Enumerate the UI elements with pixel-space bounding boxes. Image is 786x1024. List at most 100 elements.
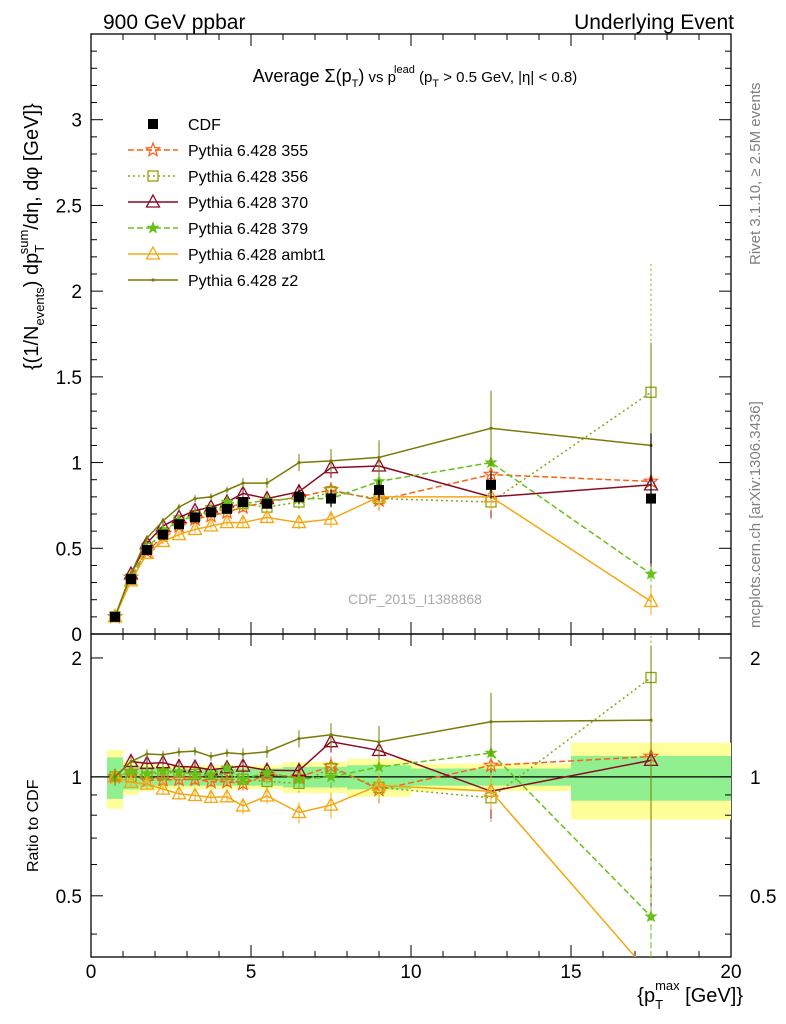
- data-marker: [489, 426, 493, 430]
- ratio-series-layer: [106, 634, 660, 957]
- main-panel-frame: [90, 33, 732, 635]
- data-marker: [187, 521, 203, 536]
- data-marker: [151, 278, 155, 282]
- ratio-tick-label: 0.5: [56, 887, 82, 908]
- x-tick-label: 10: [400, 962, 421, 983]
- data-marker: [371, 488, 387, 503]
- data-marker: [483, 488, 499, 503]
- collision-label: 900 GeV ppbar: [103, 11, 245, 34]
- data-marker: [259, 787, 275, 802]
- y-tick-label: 0.5: [56, 539, 82, 560]
- legend-label: CDF: [188, 117, 221, 134]
- data-marker: [644, 567, 658, 580]
- data-marker: [374, 485, 384, 495]
- data-marker: [203, 789, 219, 804]
- ratio-tick-label: 2: [750, 649, 761, 670]
- data-marker: [235, 757, 251, 772]
- data-marker: [643, 593, 659, 608]
- data-marker: [377, 740, 381, 744]
- data-marker: [297, 460, 301, 465]
- data-marker: [265, 750, 269, 754]
- series-0: [106, 395, 660, 624]
- data-marker: [188, 767, 202, 780]
- data-marker: [241, 752, 245, 756]
- data-marker: [193, 749, 197, 753]
- ratio-axis-label: Ratio to CDF: [25, 779, 42, 872]
- data-marker: [649, 718, 653, 722]
- series-2: [107, 399, 659, 623]
- legend-label: Pythia 6.428 ambt1: [188, 247, 326, 264]
- y-axis-label: {(1/Nevents) dpTsum/dη, dφ [GeV]}: [16, 103, 47, 370]
- data-marker: [156, 764, 170, 777]
- x-axis-label: {pTmax [GeV]}: [637, 978, 743, 1012]
- legend-label: Pythia 6.428 356: [188, 169, 308, 186]
- ratio-line: [115, 676, 652, 799]
- data-marker: [139, 775, 155, 790]
- event-label: Underlying Event: [574, 11, 734, 34]
- data-marker: [220, 760, 234, 774]
- data-marker: [177, 505, 181, 509]
- data-marker: [142, 545, 152, 555]
- ratio-tick-label: 1: [71, 768, 82, 789]
- ratio-line: [114, 752, 652, 918]
- data-marker: [161, 753, 165, 757]
- axes-ticks: 0 5 10 15 20 0 0.5 1 1.5 2 2.5 3 0.5 0.5 1 1 2 2: [56, 33, 776, 983]
- x-tick-label: 20: [720, 962, 741, 983]
- data-marker: [145, 193, 161, 208]
- data-marker: [113, 775, 117, 779]
- data-marker: [235, 797, 251, 812]
- chart-title: Average Σ(pT) vs plead (pT > 0.5 GeV, |η…: [253, 64, 578, 90]
- x-tick-label: 15: [560, 962, 581, 983]
- data-marker: [144, 141, 162, 158]
- data-marker: [177, 750, 181, 754]
- data-marker: [225, 751, 229, 755]
- data-marker: [209, 495, 213, 499]
- ratio-series-5: [113, 645, 653, 856]
- data-marker: [329, 459, 333, 463]
- main-series-layer: [106, 263, 660, 624]
- data-marker: [371, 776, 387, 791]
- data-marker: [123, 773, 139, 788]
- series-5: [113, 342, 653, 619]
- legend: CDF Pythia 6.428 355 Pythia 6.428 356 Pythi…: [128, 117, 326, 290]
- legend-label: Pythia 6.428 370: [188, 195, 308, 212]
- ratio-series-group: [107, 768, 637, 957]
- cdf-data: [110, 433, 656, 622]
- data-marker: [145, 536, 149, 540]
- mcplots-label: mcplots.cern.ch [arXiv:1306.3436]: [747, 401, 764, 628]
- data-marker: [372, 760, 386, 773]
- data-marker: [294, 491, 304, 502]
- data-marker: [155, 533, 171, 548]
- x-tick-label: 5: [246, 962, 257, 983]
- data-marker: [126, 574, 136, 585]
- legend-label: Pythia 6.428 355: [188, 143, 308, 160]
- data-marker: [204, 767, 218, 781]
- data-marker: [145, 245, 161, 260]
- data-marker: [158, 529, 168, 540]
- data-marker: [486, 479, 496, 490]
- data-marker: [161, 519, 165, 523]
- data-marker: [297, 737, 301, 741]
- data-marker: [241, 481, 245, 485]
- data-marker: [145, 752, 149, 756]
- data-marker: [324, 770, 338, 783]
- data-marker: [235, 514, 251, 529]
- ratio-tick-label: 1: [750, 768, 761, 789]
- data-marker: [259, 509, 275, 524]
- data-marker: [129, 759, 133, 764]
- ratio-series-4: [107, 768, 637, 957]
- rivet-version-label: Rivet 3.1.10, ≥ 2.5M events: [747, 83, 764, 266]
- series-1: [109, 263, 657, 623]
- series-line: [114, 461, 652, 618]
- data-marker: [146, 221, 160, 234]
- series-line: [114, 391, 652, 618]
- data-marker: [174, 519, 184, 530]
- data-marker: [209, 754, 213, 759]
- y-tick-label: 3: [71, 111, 82, 132]
- ratio-line: [114, 755, 652, 791]
- data-marker: [219, 788, 235, 803]
- y-tick-label: 0: [71, 625, 82, 646]
- data-marker: [206, 507, 216, 518]
- y-tick-label: 2: [71, 282, 82, 303]
